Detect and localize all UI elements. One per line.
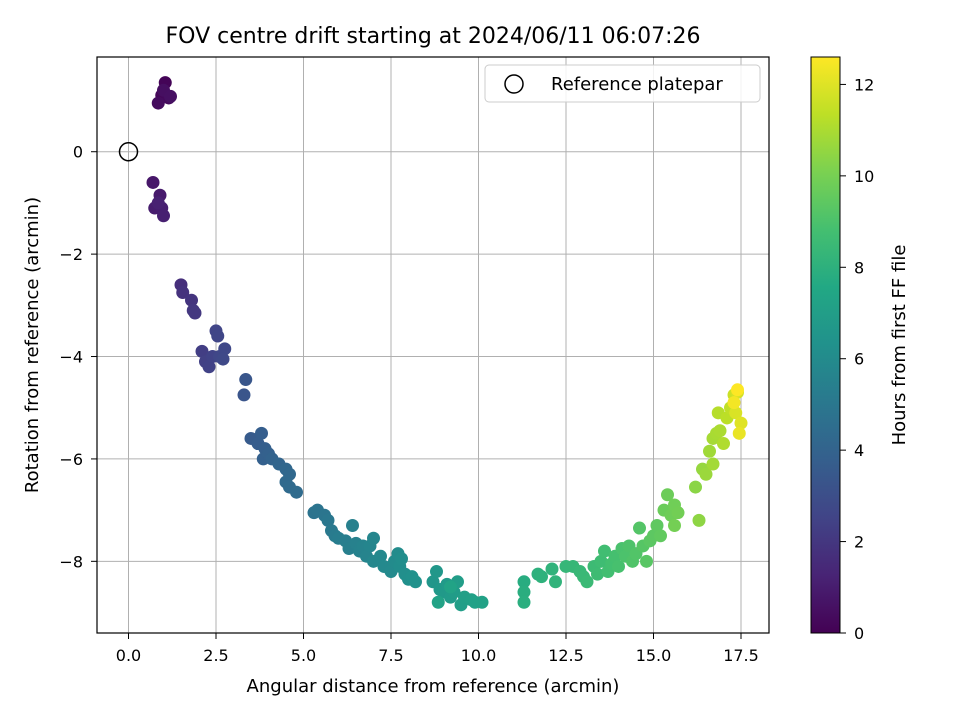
- y-tick-label: −8: [59, 552, 83, 571]
- x-tick-label: 2.5: [203, 646, 228, 665]
- data-point: [668, 518, 681, 532]
- colorbar-label: Hours from first FF file: [889, 245, 910, 446]
- data-point: [517, 585, 531, 599]
- data-point: [734, 416, 748, 430]
- data-point: [594, 554, 608, 568]
- data-point: [650, 518, 664, 532]
- data-point: [689, 480, 702, 494]
- y-tick-label: −6: [59, 450, 83, 469]
- legend-reference-marker: [504, 74, 524, 94]
- chart-title: FOV centre drift starting at 2024/06/11 …: [166, 24, 701, 49]
- data-point: [549, 575, 562, 589]
- data-point: [580, 575, 594, 589]
- data-point: [151, 196, 165, 210]
- data-point: [729, 406, 743, 420]
- colorbar-tick-label: 2: [854, 533, 864, 552]
- colorbar-tick-label: 6: [854, 350, 864, 369]
- data-points: [146, 76, 748, 612]
- x-tick-label: 12.5: [548, 646, 584, 665]
- data-point: [654, 529, 667, 543]
- x-tick-label: 10.0: [461, 646, 497, 665]
- data-point: [164, 89, 177, 103]
- data-point: [517, 575, 531, 589]
- data-point: [395, 552, 408, 566]
- legend: Reference platepar: [484, 64, 761, 103]
- y-tick-label: −4: [59, 348, 83, 367]
- data-point: [535, 570, 548, 584]
- data-point: [321, 513, 335, 527]
- data-point: [185, 293, 198, 307]
- reference-point-marker: [118, 141, 139, 162]
- grid-lines: [97, 57, 769, 633]
- data-point: [290, 485, 303, 499]
- data-point: [703, 444, 716, 458]
- data-point: [237, 388, 251, 402]
- data-point: [176, 286, 190, 300]
- plot-frame: [96, 56, 770, 634]
- data-point: [367, 531, 380, 545]
- colorbar: [810, 56, 841, 634]
- data-point: [211, 329, 225, 343]
- colorbar-tick-label: 10: [854, 167, 874, 186]
- x-tick-label: 7.5: [378, 646, 403, 665]
- data-point: [591, 567, 604, 581]
- data-point: [640, 554, 653, 568]
- colorbar-tick-label: 0: [854, 624, 864, 643]
- data-point: [444, 580, 457, 594]
- x-tick-label: 15.0: [636, 646, 672, 665]
- x-axis-label: Angular distance from reference (arcmin): [247, 676, 620, 697]
- data-point: [346, 518, 359, 532]
- data-point: [409, 575, 422, 589]
- x-tick-label: 17.5: [723, 646, 759, 665]
- data-point: [692, 513, 706, 527]
- colorbar-tick-label: 12: [854, 75, 874, 94]
- legend-box: [484, 64, 761, 103]
- x-tick-label: 5.0: [291, 646, 316, 665]
- y-axis-label: Rotation from reference (arcmin): [22, 197, 43, 493]
- y-tick-label: −2: [59, 245, 83, 264]
- legend-entry-reference: Reference platepar: [551, 74, 723, 95]
- x-axis-ticks: 0.0 2.5 5.0 7.5 10.0 12.5 15.0 17.5: [116, 633, 759, 665]
- colorbar-tick-label: 4: [854, 441, 864, 460]
- x-tick-label: 0.0: [116, 646, 141, 665]
- data-point: [431, 595, 445, 609]
- data-point: [239, 373, 253, 387]
- data-point: [475, 595, 489, 609]
- data-point: [430, 565, 443, 579]
- data-point: [517, 595, 531, 609]
- data-point: [255, 426, 268, 440]
- data-point: [612, 559, 625, 573]
- data-point: [713, 424, 727, 438]
- data-point: [374, 549, 387, 563]
- data-point: [598, 544, 611, 558]
- y-tick-label: 0: [73, 143, 83, 162]
- y-axis-ticks: 0 −2 −4 −6 −8: [59, 143, 97, 571]
- data-point: [216, 352, 230, 366]
- data-point: [727, 396, 741, 410]
- data-point: [202, 360, 216, 374]
- data-point: [218, 342, 232, 356]
- data-point: [732, 426, 746, 440]
- data-point: [633, 521, 646, 535]
- data-point: [671, 506, 685, 520]
- colorbar-ticks: 0 2 4 6 8 10 12: [840, 75, 874, 643]
- data-point: [188, 306, 202, 320]
- data-point: [706, 457, 720, 471]
- data-point: [731, 383, 744, 397]
- data-point: [717, 437, 730, 451]
- colorbar-tick-label: 8: [854, 258, 864, 277]
- data-point: [146, 175, 160, 189]
- data-point: [661, 488, 674, 502]
- data-point: [699, 467, 713, 481]
- data-point: [157, 209, 170, 223]
- data-point: [151, 96, 165, 110]
- data-point: [195, 344, 209, 358]
- data-point: [545, 562, 559, 576]
